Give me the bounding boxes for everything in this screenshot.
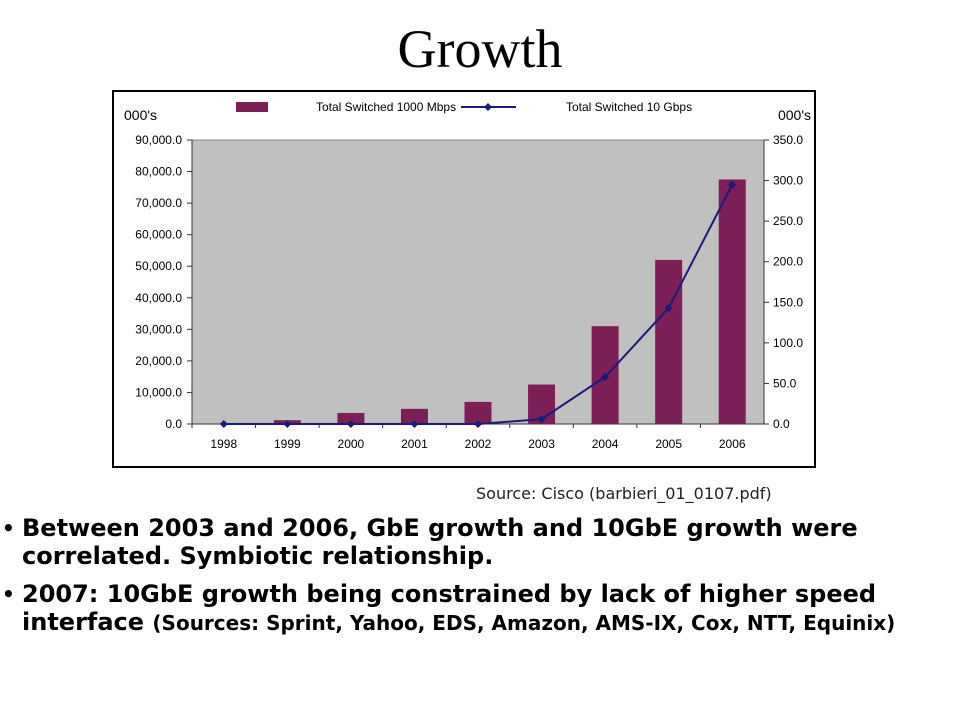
line-point xyxy=(664,303,673,312)
legend-bar-swatch xyxy=(236,102,268,112)
chart-frame: 0.0 10,000.0 20,000.0 30,000.0 40,000.0 50,00… xyxy=(112,90,816,468)
y-right-tick-label: 250.0 xyxy=(773,214,803,228)
y-right-tick-label: 350.0 xyxy=(773,133,803,147)
legend-bar-label: Total Switched 1000 Mbps xyxy=(316,100,456,114)
x-tick-label: 2006 xyxy=(719,437,746,451)
x-tick-label: 2005 xyxy=(655,437,682,451)
chart-source: Source: Cisco (barbieri_01_0107.pdf) xyxy=(476,484,772,503)
y-right-tick-label: 200.0 xyxy=(773,255,803,269)
line-point xyxy=(219,420,228,428)
y-left-tick-label: 90,000.0 xyxy=(135,133,182,147)
bar xyxy=(655,259,683,424)
bullet-dot-icon: • xyxy=(2,582,15,606)
y-left-tick-label: 60,000.0 xyxy=(135,228,182,242)
x-tick-label: 2000 xyxy=(338,437,365,451)
x-tick-label: 2002 xyxy=(465,437,492,451)
bar xyxy=(718,179,746,424)
y-left-tick-label: 70,000.0 xyxy=(135,196,182,210)
x-tick-label: 1998 xyxy=(210,437,237,451)
x-tick-label: 2003 xyxy=(528,437,555,451)
line-point xyxy=(346,420,355,428)
line-point xyxy=(601,372,610,381)
bullet-item: • 2007: 10GbE growth being constrained b… xyxy=(0,580,955,637)
bar xyxy=(400,408,428,424)
line-point xyxy=(537,415,546,424)
y-left-tick-label: 30,000.0 xyxy=(135,322,182,336)
y-left-tick-label: 40,000.0 xyxy=(135,291,182,305)
x-tick-label: 1999 xyxy=(274,437,301,451)
y-right-axis-label: 000's xyxy=(778,107,811,123)
y-right-tick-label: 50.0 xyxy=(773,376,797,390)
slide-title: Growth xyxy=(397,19,563,79)
bar xyxy=(464,401,492,424)
x-tick-label: 2004 xyxy=(592,437,619,451)
bullet-text: Between 2003 and 2006, GbE growth and 10… xyxy=(22,514,858,570)
combo-chart: 0.0 10,000.0 20,000.0 30,000.0 40,000.0 50,00… xyxy=(124,100,811,451)
bullet-list: • Between 2003 and 2006, GbE growth and … xyxy=(0,514,955,647)
y-right-tick-label: 300.0 xyxy=(773,174,803,188)
x-tick-label: 2001 xyxy=(401,437,428,451)
line-point xyxy=(283,420,292,428)
y-right-tick-label: 150.0 xyxy=(773,295,803,309)
line-point xyxy=(410,420,419,428)
bullet-item: • Between 2003 and 2006, GbE growth and … xyxy=(0,514,955,570)
y-right-tick-label: 100.0 xyxy=(773,336,803,350)
legend-line-marker xyxy=(484,103,492,111)
y-left-tick-label: 50,000.0 xyxy=(135,259,182,273)
bar xyxy=(337,412,365,424)
line-point xyxy=(474,420,482,428)
line-point xyxy=(728,180,737,189)
bullet-text: 2007: 10GbE growth being constrained by … xyxy=(22,580,877,636)
bullet-dot-icon: • xyxy=(2,516,15,540)
legend-line-label: Total Switched 10 Gbps xyxy=(566,100,692,114)
y-left-tick-label: 20,000.0 xyxy=(135,354,182,368)
y-right-tick-label: 0.0 xyxy=(773,417,790,431)
y-left-tick-label: 10,000.0 xyxy=(135,385,182,399)
y-left-tick-label: 80,000.0 xyxy=(135,165,182,179)
bullet-sources: (Sources: Sprint, Yahoo, EDS, Amazon, AM… xyxy=(152,611,896,635)
y-left-axis-label: 000's xyxy=(124,107,157,123)
y-left-tick-label: 0.0 xyxy=(165,417,182,431)
